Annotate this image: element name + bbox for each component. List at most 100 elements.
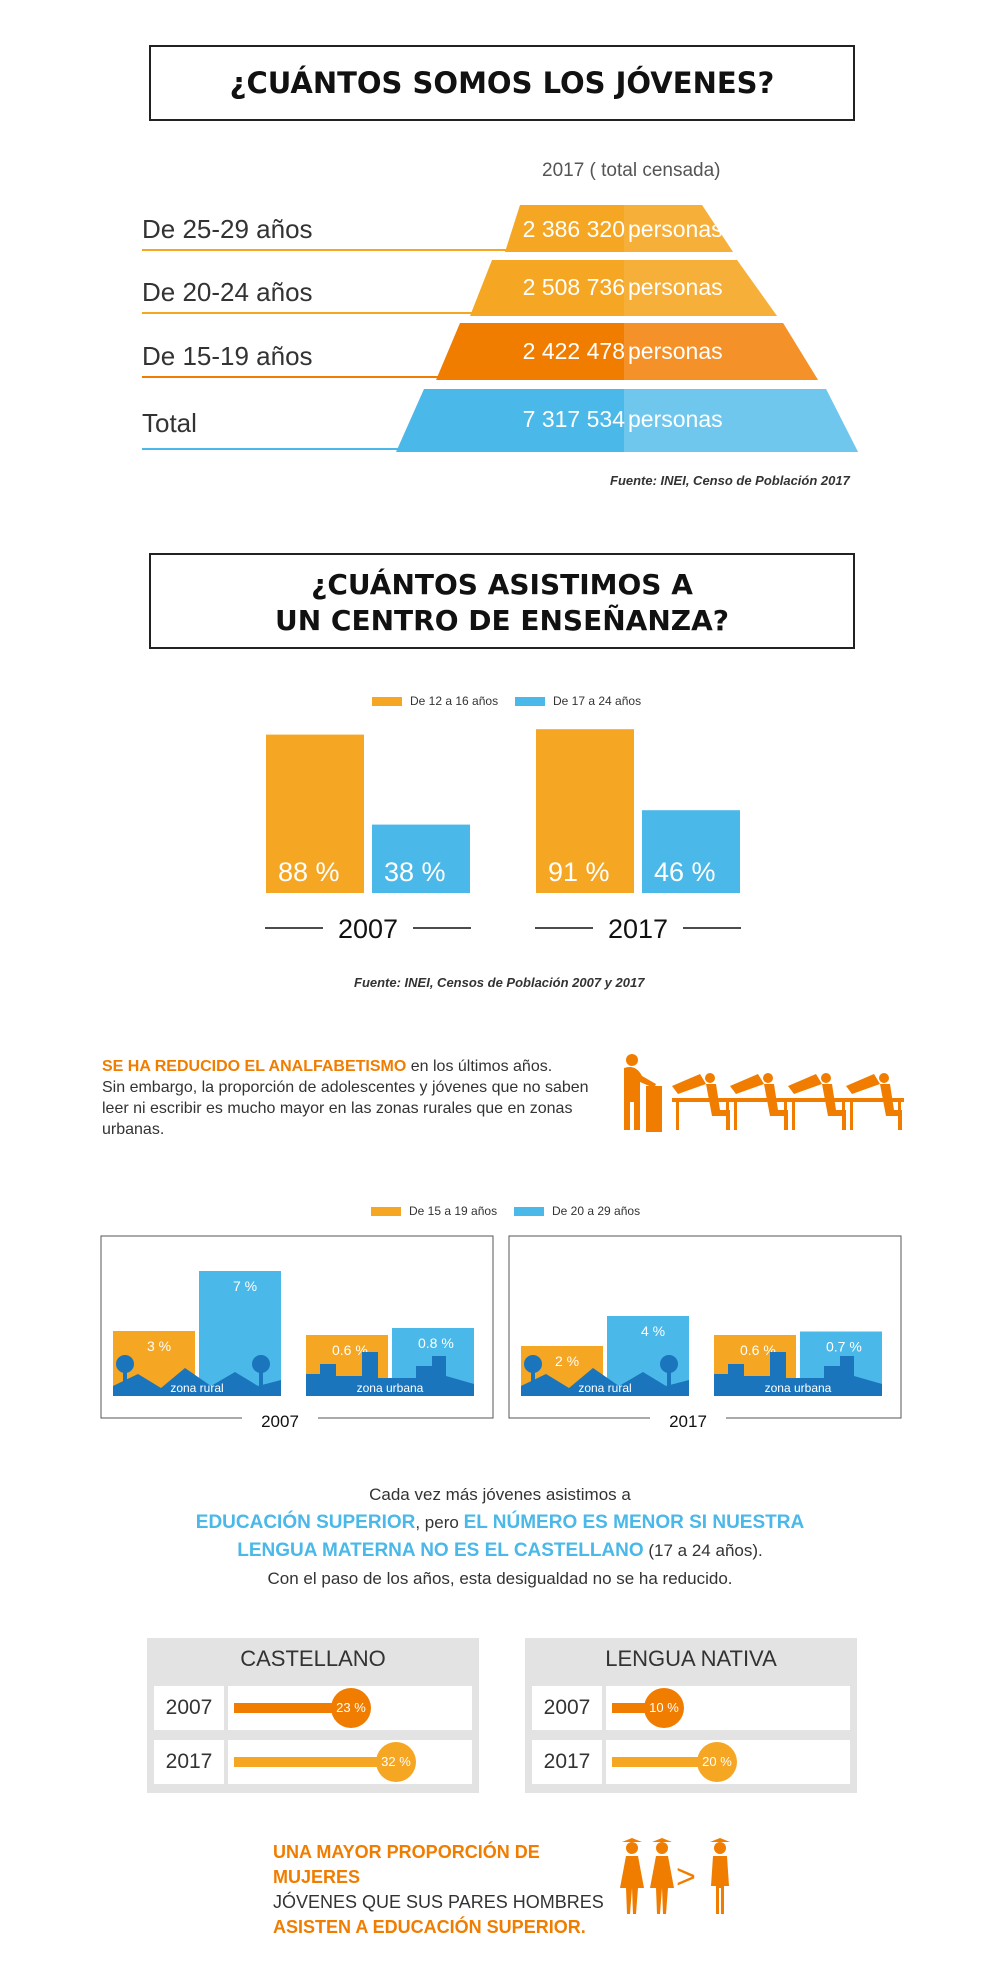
nativa-title: LENGUA NATIVA [605,1646,777,1671]
castellano-bar-2007 [234,1703,359,1713]
nativa-bar-2007 [612,1703,660,1713]
nativa-box: LENGUA NATIVA 2007 10 % 2017 20 % [525,1638,857,1793]
final-statement: UNA MAYOR PROPORCIÓN DE MUJERES JÓVENES … [273,1840,613,1940]
tree-icon [660,1355,678,1373]
legend-label-12-16: De 12 a 16 años [410,694,499,708]
tree-icon [252,1355,270,1373]
attendance-year-2017: 2017 [608,914,668,944]
pyramid-value-total: 7 317 534 [522,406,625,432]
castellano-box: CASTELLANO 2007 23 % 2017 32 % [147,1638,479,1793]
illiteracy-body: Sin embargo, la proporción de adolescent… [102,1079,589,1138]
legend-label-15-19: De 15 a 19 años [409,1204,498,1218]
legend-swatch-orange [372,697,402,707]
urban-skyline-2017 [714,1352,882,1396]
education-line1: Cada vez más jóvenes asistimos a [369,1485,631,1504]
illit-bar-label-2017-1-1: 0.7 % [826,1339,862,1355]
final-line2: JÓVENES QUE SUS PARES HOMBRES [273,1892,604,1912]
legend-swatch-blue-2 [514,1207,544,1217]
illiteracy-text-after: en los últimos años. [406,1058,553,1075]
zone-urbana-label-2007: zona urbana [357,1381,424,1395]
pyramid-label-total: Total [142,408,197,438]
castellano-value-2017: 32 % [376,1742,416,1782]
nativa-year-2007: 2007 [532,1686,606,1730]
nativa-value-2017: 20 % [697,1742,737,1782]
pyramid-unit-total: personas [628,406,723,432]
illit-bar-label-2007-0-0: 3 % [147,1338,171,1354]
classroom-icon [624,1054,904,1132]
illiteracy-legend-1: De 15 a 19 años [371,1204,497,1218]
attendance-bar-label-2007-1: 38 % [384,857,446,887]
legend-swatch-orange-2 [371,1207,401,1217]
castellano-row-2007: 2007 23 % [154,1686,472,1730]
nativa-row-2007: 2007 10 % [532,1686,850,1730]
legend-swatch-blue [515,697,545,707]
education-mid: , pero [415,1513,464,1532]
education-after: (17 a 24 años). [643,1541,763,1560]
castellano-bar-2017 [234,1757,404,1767]
rural-landscape-2017 [521,1368,689,1396]
castellano-title: CASTELLANO [240,1646,386,1671]
pyramid-graphic [142,205,858,452]
attendance-year-2007: 2007 [338,914,398,944]
pyramid-value-20-24: 2 508 736 [522,274,625,300]
education-paragraph: Cada vez más jóvenes asistimos a EDUCACI… [0,1481,1000,1593]
pyramid-unit-20-24: personas [628,274,723,300]
final-line3: ASISTEN A EDUCACIÓN SUPERIOR. [273,1917,586,1937]
tree-icon [524,1355,542,1373]
pyramid-value-15-19: 2 422 478 [522,338,625,364]
education-hl2: EL NÚMERO ES MENOR SI NUESTRA [463,1512,805,1533]
pyramid-label-15-19: De 15-19 años [142,341,313,371]
nativa-row-2017: 2017 20 % [532,1740,850,1784]
attendance-bar-label-2017-1: 46 % [654,857,716,887]
attendance-bar-2017-1 [642,810,740,893]
castellano-year-2007: 2007 [154,1686,228,1730]
education-line4: Con el paso de los años, esta desigualda… [267,1569,733,1588]
attendance-bar-2007-1 [372,824,470,893]
attendance-bar-label-2017-0: 91 % [548,857,610,887]
pyramid-unit-15-19: personas [628,338,723,364]
pyramid-label-25-29: De 25-29 años [142,214,313,244]
final-line1: UNA MAYOR PROPORCIÓN DE MUJERES [273,1842,540,1887]
illit-bar-label-2017-0-0: 2 % [555,1353,579,1369]
illit-bar-label-2017-1-0: 0.6 % [740,1342,776,1358]
legend-label-20-29: De 20 a 29 años [552,1204,641,1218]
greater-than-symbol: > [676,1858,696,1896]
rural-landscape-2007 [113,1368,281,1396]
illiteracy-paragraph: SE HA REDUCIDO EL ANALFABETISMO en los ú… [102,1056,602,1140]
zone-rural-label-2007: zona rural [170,1381,223,1395]
castellano-value-2007: 23 % [331,1688,371,1728]
tree-trunk [667,1370,671,1386]
legend-label-17-24: De 17 a 24 años [553,694,642,708]
illit-year-gap-2007 [242,1416,318,1422]
attendance-bar-2017-0 [536,729,634,893]
attendance-bar-label-2007-0: 88 % [278,857,340,887]
section2-title-line2: UN CENTRO DE ENSEÑANZA? [275,604,729,637]
illit-bar-label-2017-0-1: 4 % [641,1323,665,1339]
section1-source: Fuente: INEI, Censo de Población 2017 [610,473,850,488]
section1-title: ¿CUÁNTOS SOMOS LOS JÓVENES? [149,45,855,121]
castellano-year-2017: 2017 [154,1740,228,1784]
tree-trunk [531,1370,535,1386]
attendance-bar-2007-0 [266,734,364,893]
illiteracy-legend-2: De 20 a 29 años [514,1204,640,1218]
education-hl3: LENGUA MATERNA NO ES EL CASTELLANO [237,1540,644,1561]
illiteracy-bar-charts: 2007 3 % 7 % zona rural 0.6 % 0.8 % zona urban… [100,1235,902,1431]
tree-trunk [123,1370,127,1386]
section2-title: ¿CUÁNTOS ASISTIMOS A UN CENTRO DE ENSEÑA… [149,553,855,649]
zone-urbana-label-2017: zona urbana [765,1381,832,1395]
illiteracy-highlight: SE HA REDUCIDO EL ANALFABETISMO [102,1058,407,1075]
section2-source: Fuente: INEI, Censos de Población 2007 y… [354,975,645,990]
castellano-row-2017: 2017 32 % [154,1740,472,1784]
attendance-legend-2: De 17 a 24 años [515,694,641,708]
nativa-year-2017: 2017 [532,1740,606,1784]
urban-skyline-2007 [306,1352,474,1396]
pyramid-subtitle: 2017 ( total censada) [542,160,721,181]
nativa-bar-2017 [612,1757,712,1767]
tree-trunk [259,1370,263,1386]
section2-title-line1: ¿CUÁNTOS ASISTIMOS A [311,568,693,601]
pyramid-unit-25-29: personas [628,216,723,242]
nativa-value-2007: 10 % [644,1688,684,1728]
illit-year-2007: 2007 [261,1412,299,1431]
attendance-legend-1: De 12 a 16 años [372,694,498,708]
illit-year-gap-2017 [650,1416,726,1422]
